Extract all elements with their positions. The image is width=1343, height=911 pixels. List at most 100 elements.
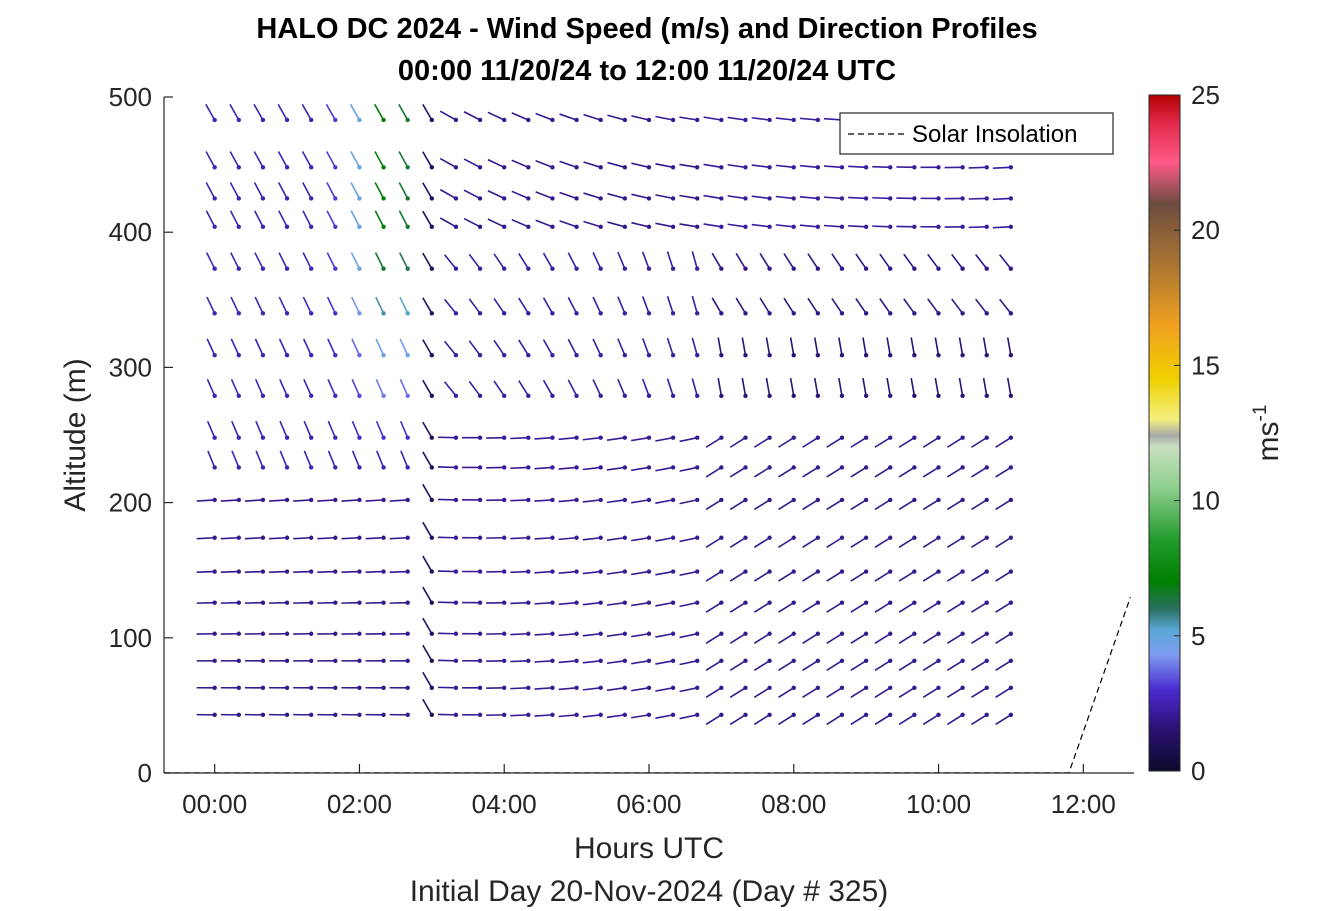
wind-barb bbox=[679, 601, 698, 608]
wind-barb-dot bbox=[236, 435, 241, 440]
wind-barb-dot bbox=[936, 311, 941, 316]
wind-barb-dot bbox=[646, 311, 652, 316]
colorbar-label: ms-1 bbox=[1250, 405, 1285, 462]
wind-barb-dot bbox=[574, 631, 579, 636]
wind-barb bbox=[691, 337, 698, 356]
wind-barb-dot bbox=[236, 117, 241, 123]
wind-barb bbox=[606, 687, 625, 692]
wind-barb-dot bbox=[598, 353, 603, 358]
wind-barb-dot bbox=[888, 224, 893, 229]
wind-barb bbox=[606, 466, 625, 471]
wind-barb bbox=[946, 437, 964, 448]
wind-barb bbox=[679, 660, 698, 666]
wind-barb bbox=[886, 377, 892, 396]
wind-barb-dot bbox=[1008, 224, 1014, 229]
wind-barb bbox=[326, 182, 337, 199]
wind-barb-dot bbox=[598, 685, 603, 691]
wind-barb-dot bbox=[212, 393, 217, 398]
wind-barb-dot bbox=[743, 712, 748, 718]
wind-barb-dot bbox=[477, 224, 483, 229]
wind-barb-dot bbox=[236, 196, 241, 201]
wind-barb bbox=[934, 377, 940, 396]
wind-barb-dot bbox=[501, 465, 507, 470]
wind-barb bbox=[729, 537, 746, 548]
wind-barb bbox=[230, 378, 240, 397]
wind-barb bbox=[666, 378, 674, 397]
wind-barb-dot bbox=[888, 435, 893, 440]
wind-barb bbox=[729, 437, 746, 448]
wind-barb-dot bbox=[598, 465, 603, 470]
wind-barb-dot bbox=[308, 465, 314, 470]
wind-barb-dot bbox=[453, 311, 459, 316]
wind-barb-dot bbox=[574, 600, 579, 605]
wind-barb bbox=[982, 337, 988, 356]
wind-barb-dot bbox=[1008, 353, 1014, 358]
wind-barb-dot bbox=[501, 196, 507, 201]
wind-barb bbox=[277, 103, 288, 121]
wind-barb-dot bbox=[646, 685, 652, 691]
wind-barb bbox=[341, 499, 360, 502]
wind-barb-dot bbox=[405, 497, 410, 503]
wind-barb-dot bbox=[477, 712, 483, 718]
wind-barb bbox=[518, 339, 529, 356]
wind-barb bbox=[375, 296, 385, 314]
wind-barb bbox=[205, 252, 216, 270]
wind-barb-dot bbox=[767, 196, 772, 201]
wind-barb bbox=[850, 437, 867, 448]
wind-barb-dot bbox=[1008, 393, 1014, 398]
wind-barb-dot bbox=[743, 165, 748, 170]
wind-barb bbox=[753, 714, 771, 726]
wind-barb-dot bbox=[791, 196, 796, 201]
wind-barb-dot bbox=[357, 117, 362, 123]
wind-barb bbox=[679, 570, 698, 577]
wind-barb bbox=[374, 151, 385, 168]
wind-barb bbox=[278, 338, 288, 356]
wind-barb-dot bbox=[381, 266, 386, 271]
wind-barb-dot bbox=[381, 600, 386, 605]
wind-barb bbox=[995, 687, 1012, 699]
wind-barb bbox=[705, 601, 722, 613]
wind-barb bbox=[534, 436, 553, 440]
wind-barb bbox=[493, 339, 505, 356]
wind-barb bbox=[775, 117, 794, 121]
wind-barb bbox=[727, 223, 746, 228]
wind-barb-dot bbox=[839, 465, 845, 470]
wind-barb-dot bbox=[960, 685, 965, 691]
wind-barb-dot bbox=[695, 224, 700, 229]
wind-barb-dot bbox=[550, 600, 555, 605]
wind-barb-dot bbox=[791, 353, 796, 358]
wind-barb-dot bbox=[960, 266, 965, 271]
wind-barb bbox=[703, 194, 722, 200]
wind-barb-dot bbox=[526, 535, 531, 540]
wind-barb-dot bbox=[695, 658, 700, 663]
wind-barb-dot bbox=[550, 196, 555, 201]
wind-barb bbox=[826, 570, 843, 582]
wind-barb-dot bbox=[405, 631, 410, 636]
wind-barb-dot bbox=[936, 196, 941, 201]
wind-barb-dot bbox=[501, 266, 507, 271]
wind-barb bbox=[992, 166, 1011, 170]
wind-barb-dot bbox=[284, 311, 290, 316]
wind-barb bbox=[751, 195, 770, 200]
wind-barb-dot bbox=[1008, 658, 1014, 663]
wind-barb bbox=[582, 499, 601, 503]
wind-barb-dot bbox=[550, 224, 555, 229]
wind-barb-dot bbox=[333, 224, 338, 229]
wind-barb bbox=[783, 297, 795, 314]
wind-barb-dot bbox=[863, 712, 869, 718]
wind-barb-dot bbox=[646, 435, 652, 440]
wind-barb bbox=[910, 377, 916, 396]
wind-barb-dot bbox=[960, 569, 965, 574]
wind-barb bbox=[655, 659, 674, 665]
wind-barb-dot bbox=[477, 685, 483, 691]
wind-barb-dot bbox=[308, 535, 314, 540]
wind-barb-dot bbox=[212, 165, 217, 170]
wind-barb-dot bbox=[308, 266, 314, 271]
wind-barb-dot bbox=[622, 224, 628, 229]
wind-barb-dot bbox=[743, 497, 748, 503]
wind-barb bbox=[759, 297, 771, 314]
wind-barb-dot bbox=[1008, 569, 1014, 574]
wind-barb-dot bbox=[719, 465, 724, 470]
wind-barb bbox=[631, 659, 650, 665]
wind-barb bbox=[922, 537, 939, 548]
